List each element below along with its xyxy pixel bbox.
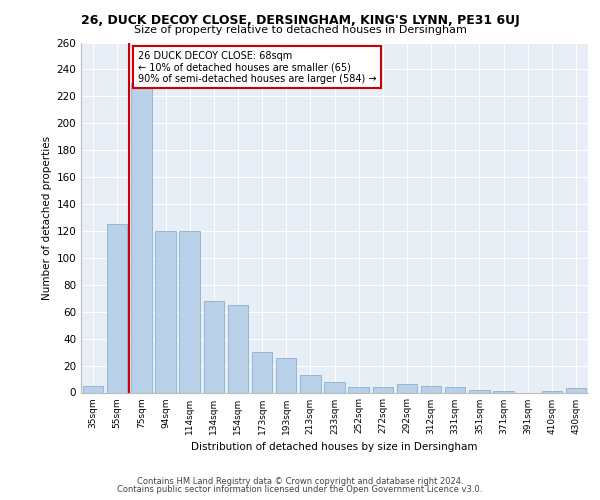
- Bar: [179, 231, 200, 392]
- Text: Size of property relative to detached houses in Dersingham: Size of property relative to detached ho…: [134, 25, 466, 35]
- Text: 26, DUCK DECOY CLOSE, DERSINGHAM, KING'S LYNN, PE31 6UJ: 26, DUCK DECOY CLOSE, DERSINGHAM, KING'S…: [80, 14, 520, 27]
- Bar: [252, 352, 272, 393]
- Bar: [276, 358, 296, 392]
- Bar: [203, 301, 224, 392]
- Bar: [421, 386, 442, 392]
- Bar: [469, 390, 490, 392]
- Text: Contains public sector information licensed under the Open Government Licence v3: Contains public sector information licen…: [118, 485, 482, 494]
- Bar: [83, 386, 103, 392]
- Bar: [542, 391, 562, 392]
- Bar: [107, 224, 127, 392]
- Bar: [566, 388, 586, 392]
- X-axis label: Distribution of detached houses by size in Dersingham: Distribution of detached houses by size …: [191, 442, 478, 452]
- Y-axis label: Number of detached properties: Number of detached properties: [42, 136, 52, 300]
- Bar: [324, 382, 345, 392]
- Text: Contains HM Land Registry data © Crown copyright and database right 2024.: Contains HM Land Registry data © Crown c…: [137, 477, 463, 486]
- Bar: [155, 231, 176, 392]
- Bar: [445, 387, 466, 392]
- Bar: [131, 83, 152, 392]
- Bar: [397, 384, 417, 392]
- Bar: [493, 391, 514, 392]
- Bar: [227, 305, 248, 392]
- Text: 26 DUCK DECOY CLOSE: 68sqm
← 10% of detached houses are smaller (65)
90% of semi: 26 DUCK DECOY CLOSE: 68sqm ← 10% of deta…: [138, 50, 376, 84]
- Bar: [373, 387, 393, 392]
- Bar: [349, 387, 369, 392]
- Bar: [300, 375, 320, 392]
